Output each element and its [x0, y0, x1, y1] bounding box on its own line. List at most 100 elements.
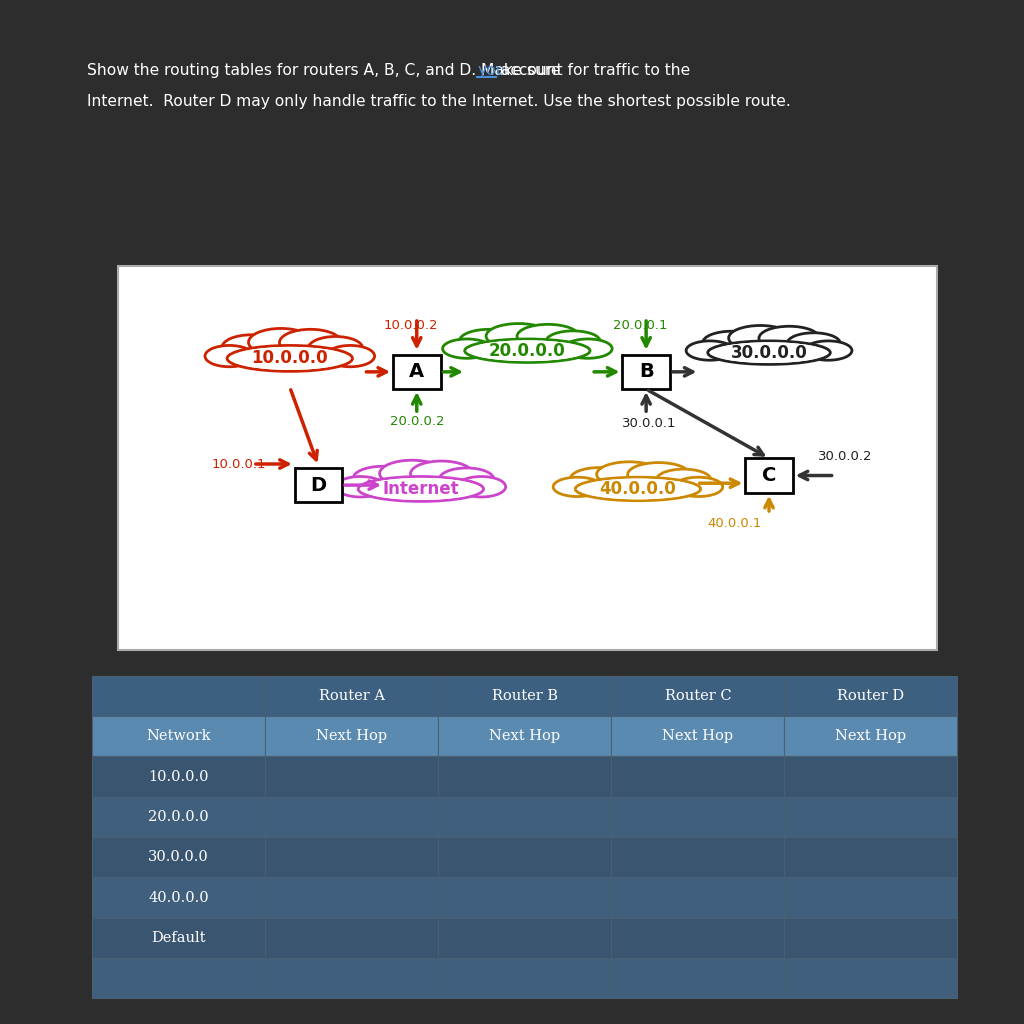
Ellipse shape: [205, 345, 254, 367]
FancyBboxPatch shape: [92, 676, 265, 716]
FancyBboxPatch shape: [92, 757, 265, 797]
Text: 10.0.0.1: 10.0.0.1: [212, 458, 266, 470]
FancyBboxPatch shape: [265, 838, 438, 878]
Ellipse shape: [486, 324, 551, 348]
FancyBboxPatch shape: [611, 878, 784, 918]
Ellipse shape: [702, 331, 761, 354]
Text: Default: Default: [152, 931, 206, 945]
Ellipse shape: [517, 325, 579, 348]
FancyBboxPatch shape: [611, 797, 784, 838]
FancyBboxPatch shape: [118, 266, 937, 650]
Ellipse shape: [546, 331, 600, 352]
Ellipse shape: [457, 476, 506, 497]
FancyBboxPatch shape: [784, 716, 957, 757]
Ellipse shape: [804, 341, 852, 360]
Ellipse shape: [553, 477, 602, 497]
Ellipse shape: [674, 477, 723, 497]
Text: 20.0.0.2: 20.0.0.2: [389, 416, 444, 428]
Text: account for traffic to the: account for traffic to the: [497, 63, 690, 79]
FancyBboxPatch shape: [611, 757, 784, 797]
FancyBboxPatch shape: [92, 797, 265, 838]
Ellipse shape: [460, 330, 518, 352]
FancyBboxPatch shape: [611, 716, 784, 757]
Text: 10.0.0.0: 10.0.0.0: [252, 349, 328, 368]
FancyBboxPatch shape: [92, 958, 265, 998]
Ellipse shape: [308, 337, 362, 360]
Ellipse shape: [231, 347, 348, 370]
FancyBboxPatch shape: [745, 459, 793, 493]
Text: Internet: Internet: [383, 480, 459, 498]
Ellipse shape: [570, 468, 629, 490]
Ellipse shape: [580, 478, 696, 500]
FancyBboxPatch shape: [784, 797, 957, 838]
FancyBboxPatch shape: [784, 757, 957, 797]
FancyBboxPatch shape: [92, 878, 265, 918]
Text: D: D: [310, 475, 327, 495]
Text: 30.0.0.2: 30.0.0.2: [818, 450, 872, 463]
FancyBboxPatch shape: [623, 354, 670, 389]
Ellipse shape: [708, 341, 830, 365]
Ellipse shape: [353, 466, 412, 490]
Text: Next Hop: Next Hop: [663, 729, 733, 743]
Ellipse shape: [336, 476, 385, 497]
Text: 20.0.0.1: 20.0.0.1: [613, 319, 668, 332]
FancyBboxPatch shape: [611, 958, 784, 998]
FancyBboxPatch shape: [265, 918, 438, 958]
FancyBboxPatch shape: [265, 958, 438, 998]
Ellipse shape: [575, 477, 700, 501]
Ellipse shape: [712, 342, 826, 364]
FancyBboxPatch shape: [784, 838, 957, 878]
Text: Next Hop: Next Hop: [489, 729, 560, 743]
Text: Router A: Router A: [318, 689, 385, 703]
FancyBboxPatch shape: [265, 878, 438, 918]
Text: Internet.  Router D may only handle traffic to the Internet. Use the shortest po: Internet. Router D may only handle traff…: [87, 94, 791, 110]
FancyBboxPatch shape: [784, 676, 957, 716]
Text: Router C: Router C: [665, 689, 731, 703]
Text: 10.0.0.2: 10.0.0.2: [384, 319, 438, 332]
FancyBboxPatch shape: [438, 958, 611, 998]
Ellipse shape: [656, 469, 711, 490]
Ellipse shape: [686, 341, 734, 360]
FancyBboxPatch shape: [611, 838, 784, 878]
Text: 30.0.0.1: 30.0.0.1: [622, 417, 676, 430]
Text: 40.0.0.1: 40.0.0.1: [708, 517, 762, 530]
Ellipse shape: [326, 345, 375, 367]
Text: Next Hop: Next Hop: [836, 729, 906, 743]
Text: A: A: [410, 362, 424, 381]
FancyBboxPatch shape: [438, 757, 611, 797]
Ellipse shape: [249, 329, 313, 356]
Text: Next Hop: Next Hop: [316, 729, 387, 743]
FancyBboxPatch shape: [611, 918, 784, 958]
Ellipse shape: [439, 468, 494, 490]
FancyBboxPatch shape: [438, 676, 611, 716]
Ellipse shape: [411, 461, 472, 486]
FancyBboxPatch shape: [438, 838, 611, 878]
Text: you: you: [477, 63, 506, 79]
Ellipse shape: [465, 339, 590, 362]
FancyBboxPatch shape: [265, 716, 438, 757]
Ellipse shape: [729, 326, 793, 350]
Text: Network: Network: [146, 729, 211, 743]
FancyBboxPatch shape: [265, 797, 438, 838]
FancyBboxPatch shape: [265, 757, 438, 797]
Text: B: B: [639, 362, 653, 381]
FancyBboxPatch shape: [438, 797, 611, 838]
Text: 40.0.0.0: 40.0.0.0: [148, 891, 209, 904]
Text: 20.0.0.0: 20.0.0.0: [489, 342, 565, 359]
Text: 30.0.0.0: 30.0.0.0: [731, 344, 807, 361]
Ellipse shape: [628, 463, 689, 486]
Ellipse shape: [759, 327, 819, 350]
Ellipse shape: [362, 478, 479, 500]
FancyBboxPatch shape: [393, 354, 440, 389]
Ellipse shape: [380, 460, 444, 486]
Ellipse shape: [222, 335, 281, 360]
Text: 20.0.0.0: 20.0.0.0: [148, 810, 209, 824]
Text: 40.0.0.0: 40.0.0.0: [600, 480, 676, 498]
FancyBboxPatch shape: [784, 918, 957, 958]
FancyBboxPatch shape: [611, 676, 784, 716]
FancyBboxPatch shape: [92, 918, 265, 958]
Ellipse shape: [597, 462, 662, 486]
FancyBboxPatch shape: [438, 878, 611, 918]
FancyBboxPatch shape: [438, 918, 611, 958]
Ellipse shape: [563, 339, 612, 358]
